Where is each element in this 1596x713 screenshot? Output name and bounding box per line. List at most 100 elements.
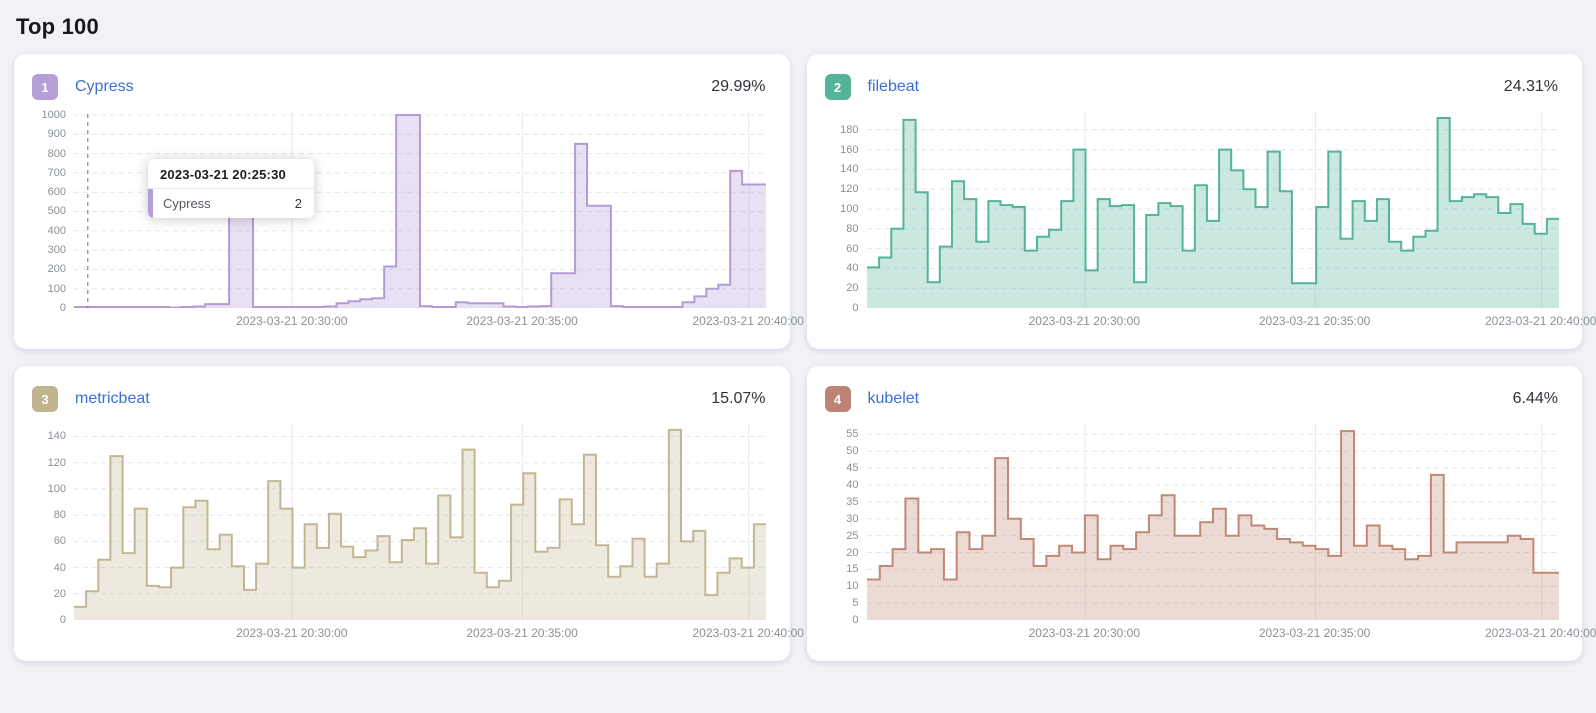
y-tick-label: 45 xyxy=(846,462,859,475)
y-tick-label: 40 xyxy=(53,561,66,574)
card-kubelet: 4 kubelet 6.44% 0 5 10 15 20 25 30 35 40 45 50 55 2… xyxy=(806,366,1596,661)
y-axis: 0 20 40 60 80 100 120 140 xyxy=(32,424,74,626)
tooltip-row: Cypress 2 xyxy=(148,189,314,218)
rank-badge: 2 xyxy=(824,74,851,100)
y-tick-label: 40 xyxy=(846,479,859,492)
chart: 0 5 10 15 20 25 30 35 40 45 50 55 xyxy=(825,424,1559,626)
y-tick-label: 100 xyxy=(840,203,859,216)
x-tick-label: 2023-03-21 20:40:00 xyxy=(692,626,804,640)
chart-block: 0 20 40 60 80 100 120 140 160 180 2023-03-21 20:3… xyxy=(825,112,1596,331)
x-tick-label: 2023-03-21 20:35:00 xyxy=(1258,314,1371,328)
x-axis: 2023-03-21 20:30:00 2023-03-21 20:35:00 20… xyxy=(867,623,1596,643)
y-tick-label: 100 xyxy=(47,482,66,495)
x-axis: 2023-03-21 20:30:00 2023-03-21 20:35:00 20… xyxy=(74,623,804,643)
y-tick-label: 600 xyxy=(47,186,66,199)
percent-value: 24.31% xyxy=(1503,78,1558,95)
y-tick-label: 0 xyxy=(59,302,66,314)
x-tick-label: 2023-03-21 20:40:00 xyxy=(1484,314,1596,328)
y-axis: 0 20 40 60 80 100 120 140 160 180 xyxy=(825,112,867,314)
chart-canvas xyxy=(74,112,766,308)
y-tick-label: 20 xyxy=(846,282,859,295)
series-area-fill xyxy=(866,118,1559,308)
y-tick-label: 200 xyxy=(47,263,66,276)
tooltip-series-value: 2 xyxy=(294,196,302,211)
y-tick-label: 120 xyxy=(840,183,859,196)
y-tick-label: 60 xyxy=(846,242,859,255)
card-cypress: 1 Cypress 29.99% 0 100 200 300 400 500 600 700 8… xyxy=(14,54,804,349)
card-header: 4 kubelet 6.44% xyxy=(824,386,1558,412)
x-tick-label: 2023-03-21 20:30:00 xyxy=(236,314,348,328)
chart-canvas xyxy=(74,424,766,620)
series-area-outline xyxy=(866,430,1559,581)
x-tick-label: 2023-03-21 20:35:00 xyxy=(466,626,578,640)
card-header: 1 Cypress 29.99% xyxy=(32,74,766,100)
x-tick-label: 2023-03-21 20:40:00 xyxy=(692,314,804,328)
percent-value: 6.44% xyxy=(1512,390,1558,407)
rank-badge: 4 xyxy=(824,386,851,412)
y-tick-label: 140 xyxy=(47,430,66,443)
page-title: Top 100 xyxy=(16,14,99,39)
series-link-cypress[interactable]: Cypress xyxy=(75,78,134,95)
x-axis: 2023-03-21 20:30:00 2023-03-21 20:35:00 20… xyxy=(74,311,804,331)
x-tick-label: 2023-03-21 20:35:00 xyxy=(466,314,578,328)
percent-value: 29.99% xyxy=(711,78,766,95)
y-tick-label: 25 xyxy=(846,529,859,542)
y-tick-label: 35 xyxy=(846,495,859,508)
series-area-fill xyxy=(74,429,766,620)
y-tick-label: 80 xyxy=(846,222,859,235)
percent-value: 15.07% xyxy=(711,390,766,407)
cards-grid: 1 Cypress 29.99% 0 100 200 300 400 500 600 700 8… xyxy=(14,54,1596,661)
y-tick-label: 900 xyxy=(47,128,66,141)
x-tick-label: 2023-03-21 20:35:00 xyxy=(1258,626,1371,640)
chart-canvas xyxy=(866,112,1559,308)
y-tick-label: 10 xyxy=(846,580,859,593)
card-header: 2 filebeat 24.31% xyxy=(824,74,1558,100)
chart: 0 20 40 60 80 100 120 140 xyxy=(32,424,766,626)
y-tick-label: 120 xyxy=(47,456,66,469)
chart-tooltip: 2023-03-21 20:25:30 Cypress 2 xyxy=(148,159,314,218)
y-tick-label: 0 xyxy=(852,614,859,626)
y-tick-label: 15 xyxy=(846,563,859,576)
y-tick-label: 55 xyxy=(846,428,859,441)
series-link-metricbeat[interactable]: metricbeat xyxy=(75,390,150,407)
card-metricbeat: 3 metricbeat 15.07% 0 20 40 60 80 100 120 140 2… xyxy=(14,366,804,661)
series-link-filebeat[interactable]: filebeat xyxy=(867,78,920,95)
chart-plot-metricbeat[interactable] xyxy=(74,424,766,620)
chart-block: 0 5 10 15 20 25 30 35 40 45 50 55 2023-03-21 20:30:… xyxy=(825,424,1596,643)
y-axis: 0 5 10 15 20 25 30 35 40 45 50 55 xyxy=(825,424,867,626)
y-tick-label: 40 xyxy=(846,262,859,275)
y-tick-label: 180 xyxy=(840,123,859,136)
rank-badge: 3 xyxy=(32,386,58,412)
y-axis: 0 100 200 300 400 500 600 700 800 900 1000 xyxy=(32,108,74,314)
y-tick-label: 300 xyxy=(47,244,66,257)
chart-plot-kubelet[interactable] xyxy=(866,424,1559,620)
x-tick-label: 2023-03-21 20:30:00 xyxy=(1028,626,1141,640)
x-tick-label: 2023-03-21 20:30:00 xyxy=(1028,314,1141,328)
chart-canvas xyxy=(866,424,1559,620)
y-tick-label: 20 xyxy=(846,546,859,559)
y-tick-label: 700 xyxy=(47,166,66,179)
y-tick-label: 500 xyxy=(47,205,66,218)
chart-plot-filebeat[interactable] xyxy=(866,112,1559,308)
tooltip-series-label: Cypress xyxy=(163,196,211,211)
chart: 0 100 200 300 400 500 600 700 800 900 1000 2023-03… xyxy=(32,108,766,314)
y-tick-label: 400 xyxy=(47,224,66,237)
series-area-outline xyxy=(866,117,1559,285)
chart-plot-cypress[interactable]: 2023-03-21 20:25:30 Cypress 2 xyxy=(74,112,766,308)
y-tick-label: 160 xyxy=(840,143,859,156)
series-link-kubelet[interactable]: kubelet xyxy=(867,390,920,407)
series-area-outline xyxy=(74,114,766,308)
y-tick-label: 800 xyxy=(47,147,66,160)
y-tick-label: 30 xyxy=(846,512,859,525)
x-tick-label: 2023-03-21 20:30:00 xyxy=(236,626,348,640)
y-tick-label: 60 xyxy=(53,535,66,548)
chart-block: 0 20 40 60 80 100 120 140 2023-03-21 20:30:00 20… xyxy=(32,424,804,643)
tooltip-divider xyxy=(148,188,314,189)
tooltip-timestamp: 2023-03-21 20:25:30 xyxy=(160,167,286,182)
card-filebeat: 2 filebeat 24.31% 0 20 40 60 80 100 120 140 160 1… xyxy=(806,54,1596,349)
x-tick-label: 2023-03-21 20:40:00 xyxy=(1484,626,1596,640)
y-tick-label: 50 xyxy=(846,445,859,458)
series-area-outline xyxy=(74,428,766,608)
y-tick-label: 1000 xyxy=(41,108,66,121)
rank-badge: 1 xyxy=(32,74,58,100)
